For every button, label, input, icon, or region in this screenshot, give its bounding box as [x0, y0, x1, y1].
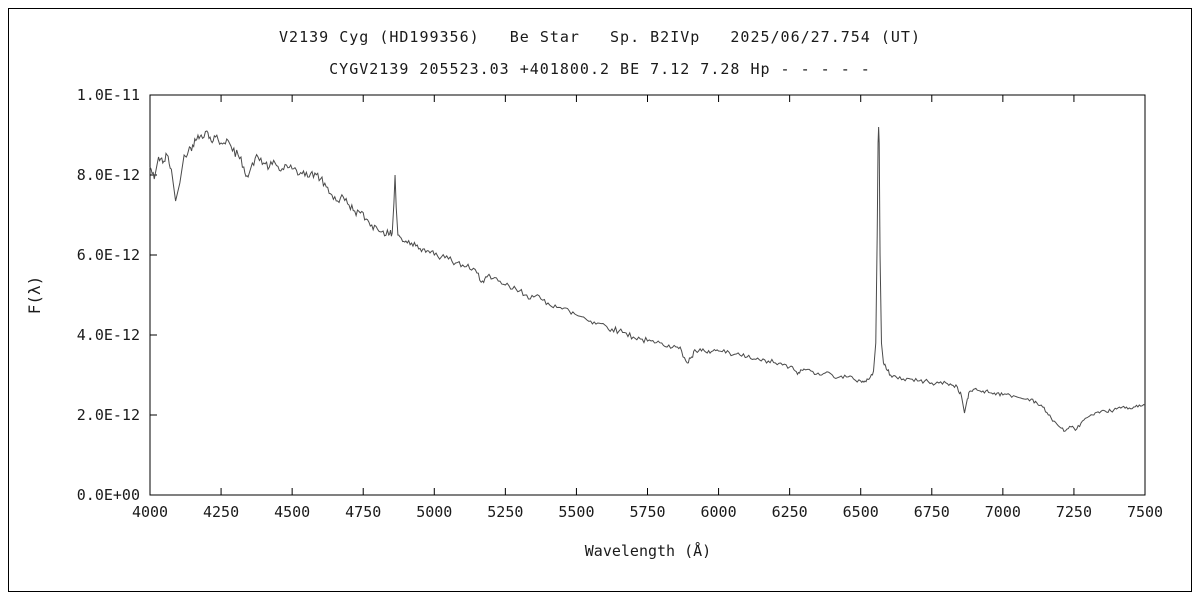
x-tick-label: 6500: [843, 503, 879, 521]
x-tick-label: 5250: [487, 503, 523, 521]
y-tick-label: 1.0E-11: [77, 86, 140, 104]
chart-title: V2139 Cyg (HD199356) Be Star Sp. B2IVp 2…: [279, 28, 921, 46]
chart-subtitle: CYGV2139 205523.03 +401800.2 BE 7.12 7.2…: [329, 60, 871, 78]
axes: [149, 94, 1146, 496]
x-tick-label: 6250: [772, 503, 808, 521]
x-tick-label: 4000: [132, 503, 168, 521]
tick-marks: [149, 94, 1146, 496]
x-tick-label: 7000: [985, 503, 1021, 521]
spectrum-polyline: [149, 126, 1146, 433]
x-tick-label: 7500: [1127, 503, 1163, 521]
spectrum-curve: [149, 126, 1146, 433]
y-tick-label: 8.0E-12: [77, 166, 140, 184]
y-tick-label: 6.0E-12: [77, 246, 140, 264]
x-tick-label: 4250: [203, 503, 239, 521]
y-tick-label: 0.0E+00: [77, 486, 140, 504]
y-axis-label: F(λ): [25, 276, 44, 315]
x-axis-label: Wavelength (Å): [585, 541, 711, 560]
x-tick-label: 6750: [914, 503, 950, 521]
x-tick-label: 5500: [558, 503, 594, 521]
y-tick-label: 4.0E-12: [77, 326, 140, 344]
x-tick-label: 4500: [274, 503, 310, 521]
plot-box: [149, 94, 1146, 496]
x-tick-label: 5000: [416, 503, 452, 521]
x-tick-label: 5750: [629, 503, 665, 521]
x-tick-label: 7250: [1056, 503, 1092, 521]
tick-labels: 4000 4250 4500 4750 5000 5250 5500 5750 6000 6250…: [77, 86, 1163, 521]
x-tick-label: 6000: [701, 503, 737, 521]
y-tick-label: 2.0E-12: [77, 406, 140, 424]
x-tick-label: 4750: [345, 503, 381, 521]
